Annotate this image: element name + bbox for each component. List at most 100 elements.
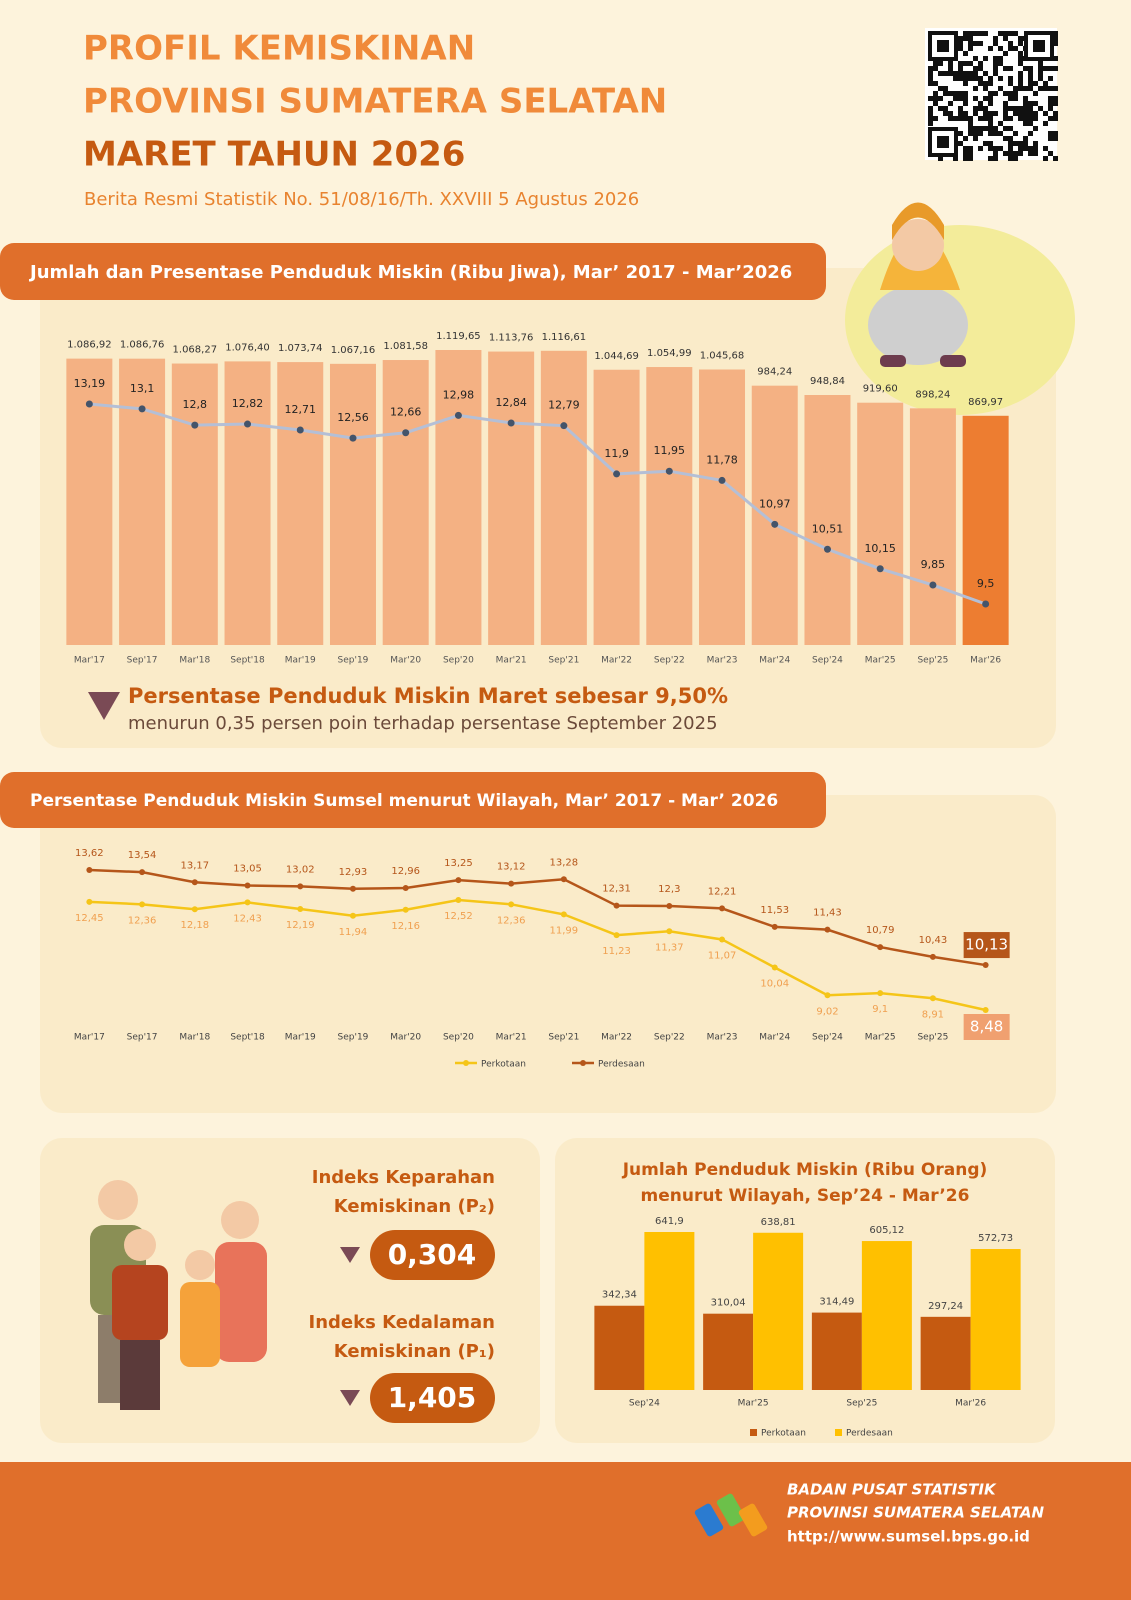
qr-cell	[933, 96, 938, 101]
qr-cell	[973, 131, 978, 136]
qr-cell	[1033, 141, 1038, 146]
qr-cell	[1043, 156, 1048, 161]
qr-cell	[1028, 86, 1033, 91]
bps-logo	[694, 1493, 768, 1537]
x-tick-label: Sep'24	[629, 1399, 660, 1409]
qr-cell	[973, 111, 978, 116]
legend-swatch	[835, 1429, 842, 1436]
qr-cell	[1053, 66, 1058, 71]
qr-cell	[1003, 151, 1008, 156]
qr-cell	[973, 76, 978, 81]
qr-cell	[1053, 36, 1058, 41]
qr-cell	[953, 71, 958, 76]
qr-cell	[1048, 136, 1053, 141]
qr-cell	[1048, 151, 1053, 156]
bar-label: 1.073,74	[278, 343, 323, 354]
legend-label: Perdesaan	[598, 1060, 645, 1070]
qr-cell	[928, 116, 933, 121]
line-marker	[560, 911, 567, 918]
illustration-person	[868, 202, 968, 367]
legend-label: Perkotaan	[761, 1429, 806, 1439]
qr-cell	[958, 71, 963, 76]
qr-cell	[978, 146, 983, 151]
qr-cell	[948, 116, 953, 121]
qr-cell	[963, 51, 968, 56]
line-marker	[191, 421, 199, 429]
qr-cell	[983, 106, 988, 111]
qr-cell	[928, 81, 933, 86]
line-marker	[349, 912, 356, 919]
qr-cell	[1008, 46, 1013, 51]
qr-cell	[983, 31, 988, 36]
qr-cell	[1038, 76, 1043, 81]
qr-cell	[953, 116, 958, 121]
qr-cell	[988, 96, 993, 101]
line-label: 9,5	[977, 577, 995, 590]
line-marker	[244, 882, 251, 889]
qr-cell	[963, 101, 968, 106]
x-tick-label: Sep'22	[654, 1033, 685, 1043]
x-tick-label: Sep'25	[917, 656, 948, 666]
qr-cell	[1003, 91, 1008, 96]
qr-cell	[968, 71, 973, 76]
qr-cell	[928, 71, 933, 76]
footer-line: BADAN PUSAT STATISTIK	[787, 1481, 997, 1499]
qr-cell	[993, 151, 998, 156]
qr-cell	[958, 61, 963, 66]
qr-cell	[1028, 111, 1033, 116]
bar-label: 342,34	[602, 1290, 637, 1301]
x-tick-label: Mar'20	[390, 656, 421, 666]
qr-cell	[968, 131, 973, 136]
bar	[751, 385, 798, 645]
bar-label: 1.067,16	[331, 345, 376, 356]
x-tick-label: Mar'26	[970, 656, 1001, 666]
qr-cell	[973, 31, 978, 36]
qr-cell	[1043, 86, 1048, 91]
line-label: 12,96	[391, 866, 420, 877]
qr-cell	[983, 86, 988, 91]
line	[89, 402, 987, 606]
qr-cell	[1053, 86, 1058, 91]
bar	[594, 1305, 645, 1390]
chart-title: Jumlah Penduduk Miskin (Ribu Orang)	[622, 1160, 988, 1180]
down-icon	[340, 1390, 360, 1406]
line-label: 11,23	[602, 946, 631, 957]
line-label: 12,71	[285, 403, 317, 416]
qr-cell	[993, 66, 998, 71]
x-tick-label: Sep'24	[812, 1033, 843, 1043]
qr-cell	[963, 136, 968, 141]
qr-cell	[1038, 106, 1043, 111]
bar-label: 1.113,76	[489, 333, 534, 344]
qr-cell	[1038, 86, 1043, 91]
line-marker	[771, 964, 778, 971]
qr-cell	[933, 91, 938, 96]
qr-cell	[1008, 116, 1013, 121]
qr-cell	[1003, 106, 1008, 111]
x-tick-label: Sep'19	[338, 656, 369, 666]
chart-title: menurut Wilayah, Sep’24 - Mar’26	[641, 1186, 970, 1206]
line-label: 13,17	[180, 860, 209, 871]
line-marker	[402, 884, 409, 891]
x-tick-label: Mar'18	[179, 1033, 210, 1043]
qr-cell	[993, 131, 998, 136]
qr-cell	[1048, 101, 1053, 106]
subtitle: Berita Resmi Statistik No. 51/08/16/Th. …	[84, 189, 639, 210]
bar-label: 1.086,76	[120, 340, 165, 351]
qr-cell	[973, 86, 978, 91]
qr-cell	[983, 116, 988, 121]
qr-cell	[1013, 131, 1018, 136]
line-marker	[454, 411, 462, 419]
qr-cell	[1008, 156, 1013, 161]
qr-cell	[963, 81, 968, 86]
line-marker	[613, 932, 620, 939]
bar	[329, 363, 376, 645]
qr-cell	[1028, 146, 1033, 151]
line-label: 11,9	[604, 447, 629, 460]
line-label: 10,43	[919, 935, 948, 946]
qr-cell	[998, 76, 1003, 81]
qr-cell	[1043, 66, 1048, 71]
line-label: 12,18	[180, 920, 209, 931]
line-marker	[297, 883, 304, 890]
line-label: 12,31	[602, 884, 631, 895]
qr-cell	[963, 116, 968, 121]
